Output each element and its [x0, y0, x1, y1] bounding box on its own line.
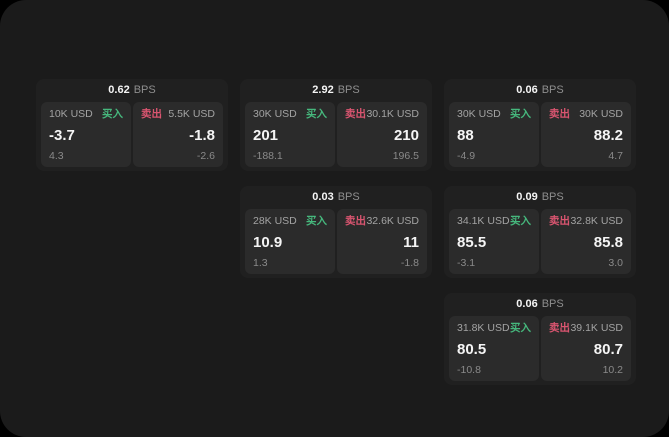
sell-label: 卖出 [345, 108, 366, 120]
buy-sub-value: -3.1 [457, 256, 476, 269]
spread-unit: BPS [541, 191, 564, 203]
buy-sub-value: -4.9 [457, 149, 476, 162]
sell-price: -1.8 [189, 126, 215, 144]
sell-price: 210 [393, 126, 419, 144]
sell-price: 85.8 [593, 233, 623, 251]
quote-card: 0.62 BPS 10K USD 买入 -3.7 4.3 卖出 5.5K USD [36, 79, 228, 171]
sell-label: 卖出 [345, 215, 366, 227]
buy-amount: 28K USD [253, 215, 297, 227]
buy-label: 买入 [510, 108, 531, 120]
spread-header: 2.92 BPS [240, 79, 432, 102]
buy-label: 买入 [510, 322, 531, 334]
buy-tile[interactable]: 28K USD 买入 10.9 1.3 [245, 209, 335, 274]
buy-amount: 30K USD [457, 108, 501, 120]
quote-cards-grid: 0.62 BPS 10K USD 买入 -3.7 4.3 卖出 5.5K USD [36, 79, 636, 385]
spread-value: 0.03 [312, 191, 334, 203]
buy-price: 10.9 [253, 233, 283, 251]
buy-price: 201 [253, 126, 279, 144]
sell-tile[interactable]: 卖出 39.1K USD 80.7 10.2 [541, 316, 631, 381]
buy-label: 买入 [102, 108, 123, 120]
buy-amount: 30K USD [253, 108, 297, 120]
spread-unit: BPS [337, 84, 360, 96]
buy-label: 买入 [510, 215, 531, 227]
spread-value: 2.92 [312, 84, 334, 96]
buy-sub-value: 1.3 [253, 256, 268, 269]
spread-value: 0.06 [516, 298, 538, 310]
spread-unit: BPS [541, 84, 564, 96]
sell-sub-value: 196.5 [392, 149, 419, 162]
quote-body: 31.8K USD 买入 80.5 -10.8 卖出 39.1K USD 80.… [444, 316, 636, 385]
sell-label: 卖出 [141, 108, 162, 120]
buy-tile[interactable]: 30K USD 买入 88 -4.9 [449, 102, 539, 167]
buy-tile[interactable]: 31.8K USD 买入 80.5 -10.8 [449, 316, 539, 381]
sell-label: 卖出 [549, 322, 570, 334]
spread-header: 0.06 BPS [444, 79, 636, 102]
buy-price: 88 [457, 126, 474, 144]
sell-amount: 5.5K USD [168, 108, 215, 120]
buy-sub-value: 4.3 [49, 149, 64, 162]
buy-tile[interactable]: 10K USD 买入 -3.7 4.3 [41, 102, 131, 167]
buy-tile[interactable]: 30K USD 买入 201 -188.1 [245, 102, 335, 167]
buy-price: 80.5 [457, 340, 487, 358]
sell-price: 11 [403, 233, 419, 251]
spread-header: 0.06 BPS [444, 293, 636, 316]
spread-unit: BPS [337, 191, 360, 203]
spread-unit: BPS [133, 84, 156, 96]
buy-label: 买入 [306, 108, 327, 120]
sell-amount: 30K USD [579, 108, 623, 120]
quote-card: 0.06 BPS 30K USD 买入 88 -4.9 卖出 30K USD [444, 79, 636, 171]
spread-header: 0.62 BPS [36, 79, 228, 102]
quote-card: 2.92 BPS 30K USD 买入 201 -188.1 卖出 30.1K … [240, 79, 432, 171]
sell-tile[interactable]: 卖出 30K USD 88.2 4.7 [541, 102, 631, 167]
sell-amount: 32.6K USD [366, 215, 419, 227]
sell-tile[interactable]: 卖出 5.5K USD -1.8 -2.6 [133, 102, 223, 167]
sell-sub-value: -1.8 [400, 256, 419, 269]
buy-tile[interactable]: 34.1K USD 买入 85.5 -3.1 [449, 209, 539, 274]
sell-price: 80.7 [593, 340, 623, 358]
spread-value: 0.62 [108, 84, 130, 96]
sell-price: 88.2 [593, 126, 623, 144]
quote-card: 0.03 BPS 28K USD 买入 10.9 1.3 卖出 32.6K US… [240, 186, 432, 278]
quote-body: 30K USD 买入 201 -188.1 卖出 30.1K USD 210 1… [240, 102, 432, 171]
sell-tile[interactable]: 卖出 32.8K USD 85.8 3.0 [541, 209, 631, 274]
sell-sub-value: 3.0 [608, 256, 623, 269]
quote-card: 0.06 BPS 31.8K USD 买入 80.5 -10.8 卖出 39.1… [444, 293, 636, 385]
sell-label: 卖出 [549, 108, 570, 120]
spread-value: 0.06 [516, 84, 538, 96]
sell-amount: 30.1K USD [366, 108, 419, 120]
sell-tile[interactable]: 卖出 30.1K USD 210 196.5 [337, 102, 427, 167]
quote-body: 10K USD 买入 -3.7 4.3 卖出 5.5K USD -1.8 -2.… [36, 102, 228, 171]
quote-body: 34.1K USD 买入 85.5 -3.1 卖出 32.8K USD 85.8… [444, 209, 636, 278]
quote-card: 0.09 BPS 34.1K USD 买入 85.5 -3.1 卖出 32.8K… [444, 186, 636, 278]
spread-value: 0.09 [516, 191, 538, 203]
buy-sub-value: -10.8 [457, 363, 481, 376]
sell-sub-value: 10.2 [602, 363, 623, 376]
sell-sub-value: 4.7 [608, 149, 623, 162]
sell-amount: 39.1K USD [570, 322, 623, 334]
sell-tile[interactable]: 卖出 32.6K USD 11 -1.8 [337, 209, 427, 274]
spread-header: 0.03 BPS [240, 186, 432, 209]
spread-header: 0.09 BPS [444, 186, 636, 209]
buy-price: -3.7 [49, 126, 75, 144]
sell-label: 卖出 [549, 215, 570, 227]
quote-body: 28K USD 买入 10.9 1.3 卖出 32.6K USD 11 -1.8 [240, 209, 432, 278]
buy-price: 85.5 [457, 233, 487, 251]
sell-amount: 32.8K USD [570, 215, 623, 227]
sell-sub-value: -2.6 [196, 149, 215, 162]
buy-label: 买入 [306, 215, 327, 227]
buy-amount: 10K USD [49, 108, 93, 120]
buy-sub-value: -188.1 [253, 149, 283, 162]
quote-body: 30K USD 买入 88 -4.9 卖出 30K USD 88.2 4.7 [444, 102, 636, 171]
spread-unit: BPS [541, 298, 564, 310]
buy-amount: 31.8K USD [457, 322, 510, 334]
buy-amount: 34.1K USD [457, 215, 510, 227]
